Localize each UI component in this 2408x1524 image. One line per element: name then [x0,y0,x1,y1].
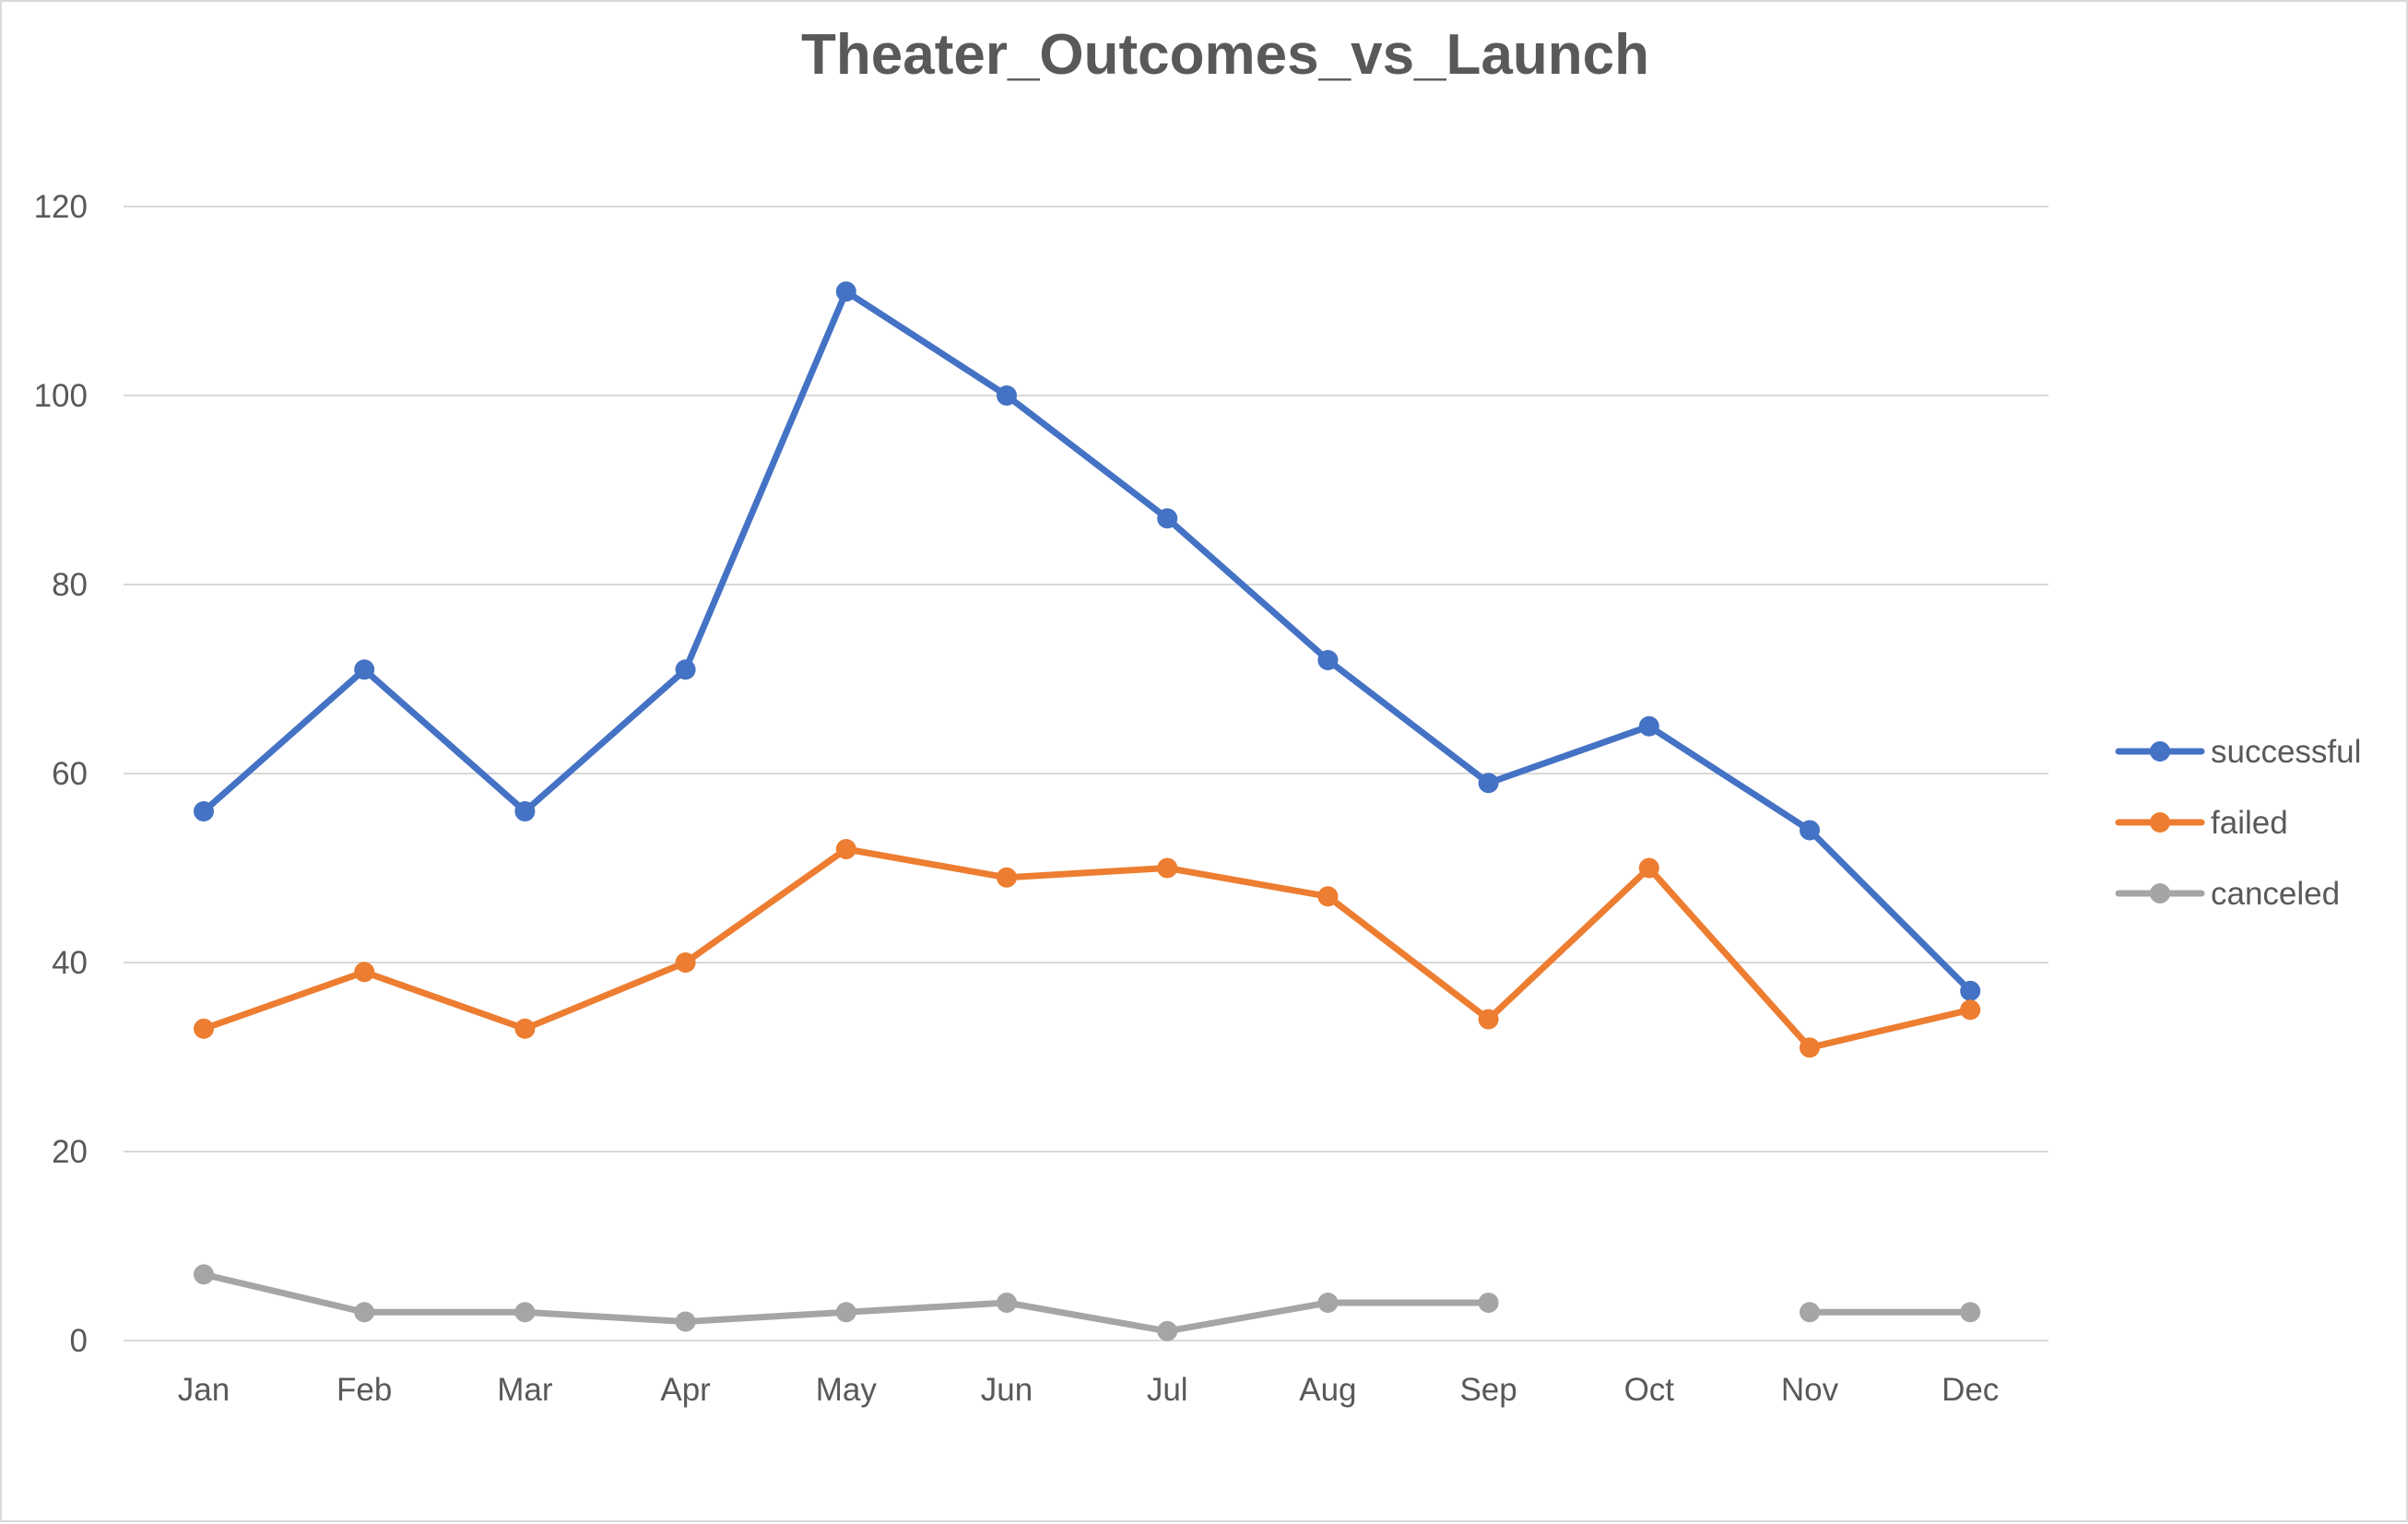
data-point-successful [997,385,1017,406]
data-point-successful [835,281,856,302]
data-point-canceled [194,1264,214,1285]
data-point-canceled [354,1302,375,1323]
y-tick-label: 60 [52,756,88,792]
legend-item-failed: failed [2115,805,2288,841]
y-axis-tick-labels: 0 20 40 60 80 100 120 [34,189,88,1359]
data-point-canceled [1960,1302,1981,1323]
data-point-canceled [997,1293,1017,1313]
data-point-successful [1157,508,1178,529]
series-canceled [194,1264,1981,1341]
legend-item-canceled: canceled [2115,876,2340,912]
legend-label: successful [2211,734,2361,770]
series-line-failed [200,845,1974,1051]
gridlines [124,206,2048,1341]
legend-label: failed [2211,805,2288,841]
data-point-canceled [514,1302,536,1323]
data-point-failed [514,1018,536,1039]
data-point-successful [514,801,536,821]
data-point-successful [1478,773,1499,794]
data-point-failed [354,962,375,983]
data-point-canceled [1478,1293,1499,1313]
data-point-canceled [1317,1293,1339,1313]
series-lines [194,281,1981,1341]
y-tick-label: 120 [34,189,88,225]
data-point-failed [1317,886,1339,907]
y-tick-label: 80 [52,567,88,603]
y-tick-label: 100 [34,378,88,414]
data-point-successful [1800,820,1820,841]
x-axis-tick-labels: Jan Feb Mar Apr May Jun Jul Aug Sep Oct Nov Dec [178,1372,2000,1408]
x-tick-label: Jan [178,1372,230,1408]
data-point-successful [1638,715,1659,737]
data-point-successful [354,659,375,680]
data-point-canceled [1157,1320,1178,1341]
x-tick-label: Nov [1781,1372,1839,1408]
data-point-failed [997,867,1017,888]
x-tick-label: Feb [336,1372,392,1408]
data-point-successful [675,659,696,680]
data-point-successful [194,801,214,821]
x-tick-label: Dec [1942,1372,1999,1408]
x-tick-label: Sep [1459,1372,1517,1408]
y-tick-label: 40 [52,945,88,981]
data-point-canceled [835,1302,856,1323]
x-tick-label: Oct [1624,1372,1675,1408]
x-tick-label: Jul [1147,1372,1188,1408]
series-line-successful [200,288,1974,995]
data-point-canceled [1800,1302,1820,1323]
x-tick-label: Apr [660,1372,711,1408]
data-point-successful [1960,980,1981,1001]
legend-swatch-marker [2150,741,2170,762]
x-tick-label: May [816,1372,878,1408]
data-point-failed [194,1018,214,1039]
data-point-failed [1478,1009,1499,1030]
y-tick-label: 20 [52,1134,88,1170]
legend-swatch-marker [2150,883,2170,904]
data-point-failed [1800,1037,1820,1058]
x-tick-label: Jun [981,1372,1033,1408]
series-successful [194,281,1981,1001]
legend-swatch-marker [2150,812,2170,833]
data-point-failed [675,952,696,973]
data-point-failed [1638,857,1659,879]
series-line-canceled [200,1270,1974,1335]
legend-item-successful: successful [2115,734,2361,770]
data-point-successful [1317,650,1339,670]
data-point-failed [1960,999,1981,1021]
data-point-canceled [675,1311,696,1332]
x-tick-label: Mar [497,1372,553,1408]
legend-label: canceled [2211,876,2340,912]
data-point-failed [1157,857,1178,879]
series-failed [194,839,1981,1058]
chart-title: Theater_Outcomes_vs_Launch [801,23,1649,87]
x-tick-label: Aug [1299,1372,1356,1408]
y-tick-label: 0 [70,1323,88,1359]
legend: successful failed canceled [2115,734,2361,912]
data-point-failed [835,839,856,859]
